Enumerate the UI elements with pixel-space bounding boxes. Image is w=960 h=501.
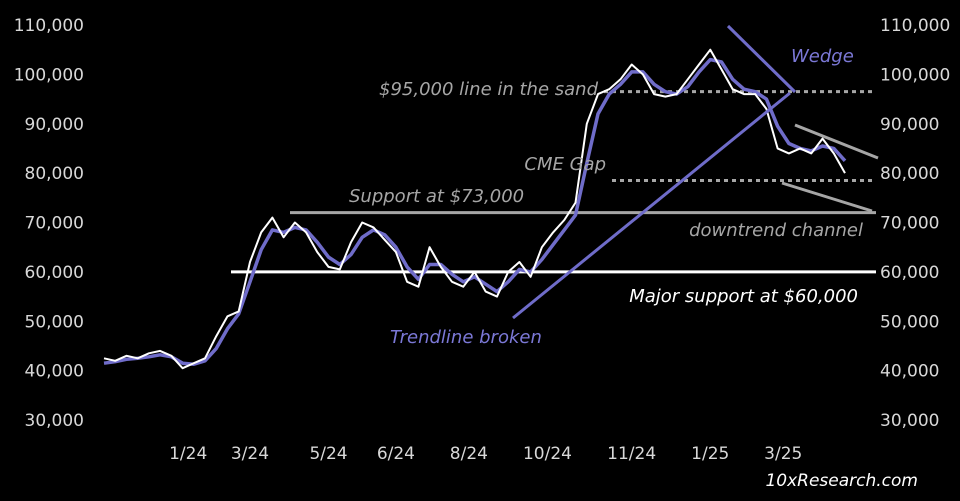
downtrend-channel-lower — [781, 181, 873, 213]
annotation-trendline-broken: Trendline broken — [390, 327, 542, 348]
moving-average-line — [103, 57, 847, 366]
x-axis: 1/24 3/24 5/24 6/24 8/24 10/24 11/24 1/25 3/25 — [169, 444, 802, 464]
annotation-major-support: Major support at $60,000 — [629, 286, 858, 307]
watermark-text: 10xResearch.com — [765, 471, 918, 491]
y-tick-label-right: 40,000 — [880, 362, 939, 382]
y-tick-label-left: 60,000 — [25, 263, 84, 283]
downtrend-channel-upper — [794, 123, 879, 160]
annotation-cme-gap: CME Gap — [524, 154, 606, 175]
trendline-broken-line — [512, 91, 791, 320]
y-tick-label-right: 70,000 — [880, 214, 939, 234]
price-line — [103, 48, 846, 370]
x-tick-label: 11/24 — [607, 444, 656, 464]
x-tick-label: 10/24 — [523, 444, 572, 464]
x-tick-label: 5/24 — [309, 444, 347, 464]
x-tick-label: 3/25 — [764, 444, 802, 464]
y-tick-label-left: 40,000 — [25, 362, 84, 382]
y-tick-label-left: 90,000 — [25, 115, 84, 135]
x-tick-label: 8/24 — [450, 444, 488, 464]
annotation-wedge: Wedge — [791, 46, 854, 67]
overlay-lines — [512, 24, 879, 320]
annotation-line-in-sand: $95,000 line in the sand — [379, 79, 599, 100]
x-tick-label: 1/24 — [169, 444, 207, 464]
y-tick-label-left: 30,000 — [25, 411, 84, 431]
wedge-upper-line — [726, 24, 797, 94]
y-tick-label-left: 70,000 — [25, 214, 84, 234]
y-tick-label-right: 50,000 — [880, 312, 939, 332]
y-axis-right: 30,000 40,000 50,000 60,000 70,000 80,000 90,0… — [880, 16, 950, 431]
y-tick-label-right: 90,000 — [880, 115, 939, 135]
x-tick-label: 3/24 — [231, 444, 269, 464]
y-tick-label-right: 80,000 — [880, 164, 939, 184]
x-tick-label: 1/25 — [691, 444, 729, 464]
series-group — [103, 48, 847, 370]
y-tick-label-left: 80,000 — [25, 164, 84, 184]
y-tick-label-right: 30,000 — [880, 411, 939, 431]
y-tick-label-right: 100,000 — [880, 65, 950, 85]
annotation-support-73: Support at $73,000 — [349, 186, 524, 207]
y-tick-label-right: 60,000 — [880, 263, 939, 283]
y-tick-label-left: 50,000 — [25, 312, 84, 332]
y-tick-label-right: 110,000 — [880, 16, 950, 36]
y-tick-label-left: 110,000 — [14, 16, 84, 36]
y-tick-label-left: 100,000 — [14, 65, 84, 85]
y-axis-left: 30,000 40,000 50,000 60,000 70,000 80,000 90,0… — [14, 16, 84, 431]
x-tick-label: 6/24 — [377, 444, 415, 464]
annotation-downtrend-channel: downtrend channel — [689, 220, 863, 241]
